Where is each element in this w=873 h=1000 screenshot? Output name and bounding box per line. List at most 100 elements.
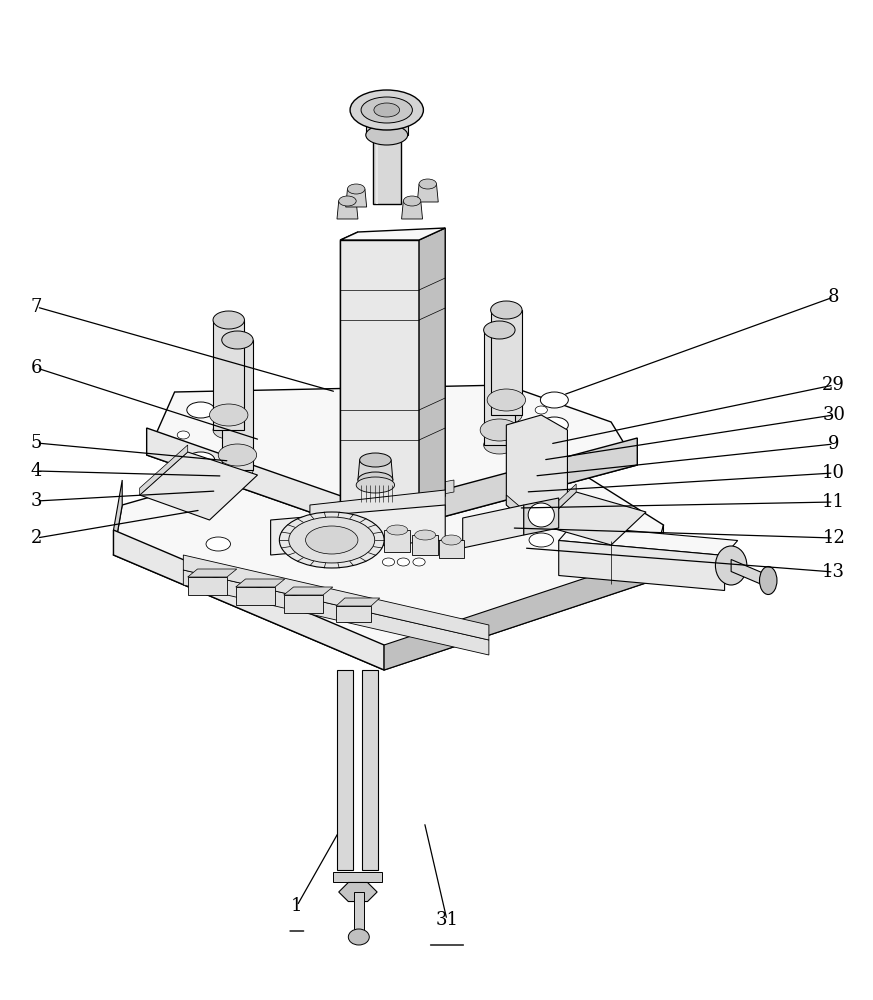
Text: 9: 9 [828,435,840,453]
Polygon shape [140,452,258,520]
Ellipse shape [491,301,522,319]
Polygon shape [559,540,725,590]
Polygon shape [188,577,227,595]
Polygon shape [337,201,358,219]
Polygon shape [362,670,378,870]
Ellipse shape [419,179,436,189]
Polygon shape [463,505,524,548]
Ellipse shape [529,533,553,547]
Ellipse shape [348,929,369,945]
Polygon shape [373,120,401,204]
Ellipse shape [356,477,395,493]
Text: 10: 10 [822,464,845,482]
Polygon shape [340,232,358,508]
Ellipse shape [484,321,515,339]
Polygon shape [113,480,122,555]
Polygon shape [346,189,367,207]
Ellipse shape [279,512,384,568]
Ellipse shape [339,196,356,206]
Ellipse shape [480,419,519,441]
Polygon shape [213,320,244,430]
Ellipse shape [374,103,400,117]
Polygon shape [354,892,364,935]
Polygon shape [731,560,766,586]
Text: 12: 12 [822,529,845,547]
Polygon shape [188,569,237,577]
Ellipse shape [442,535,461,545]
Polygon shape [384,525,663,670]
Polygon shape [336,606,371,622]
Polygon shape [559,525,738,556]
Polygon shape [323,480,454,517]
Ellipse shape [306,526,358,554]
Ellipse shape [512,483,536,497]
Polygon shape [183,555,489,640]
Polygon shape [340,228,445,240]
Polygon shape [412,535,438,555]
Ellipse shape [540,392,568,408]
Ellipse shape [222,461,253,479]
Text: 4: 4 [31,462,43,480]
Polygon shape [484,330,515,445]
Ellipse shape [535,406,547,414]
Ellipse shape [177,431,189,439]
Ellipse shape [222,331,253,349]
Polygon shape [439,540,464,558]
Polygon shape [506,495,524,520]
Polygon shape [375,438,637,535]
Ellipse shape [540,417,568,433]
Polygon shape [417,184,438,202]
Ellipse shape [715,546,747,585]
Polygon shape [541,492,646,545]
Ellipse shape [397,558,409,566]
Polygon shape [271,505,445,555]
Ellipse shape [213,311,244,329]
Ellipse shape [187,402,215,418]
Polygon shape [506,415,567,520]
Ellipse shape [289,517,375,563]
Ellipse shape [218,444,257,466]
Polygon shape [140,445,188,495]
Polygon shape [384,530,410,552]
Polygon shape [491,310,522,415]
Ellipse shape [366,125,408,145]
Polygon shape [183,570,489,655]
Ellipse shape [487,389,526,411]
Polygon shape [236,579,285,587]
Polygon shape [113,465,663,670]
Polygon shape [236,587,275,605]
Ellipse shape [361,97,412,123]
Text: 30: 30 [822,406,845,424]
Text: 1: 1 [291,897,303,915]
Text: 6: 6 [31,359,43,377]
Polygon shape [419,228,445,508]
Polygon shape [147,385,637,535]
Text: 13: 13 [822,563,845,581]
Polygon shape [284,587,333,595]
Ellipse shape [210,404,248,426]
Text: 5: 5 [31,434,43,452]
Polygon shape [336,598,380,606]
Polygon shape [333,872,382,882]
Ellipse shape [484,436,515,454]
Ellipse shape [413,558,425,566]
Polygon shape [524,498,559,535]
Polygon shape [339,882,377,902]
Ellipse shape [189,493,213,507]
Polygon shape [310,490,445,525]
Ellipse shape [360,453,391,467]
Ellipse shape [358,472,393,488]
Text: 29: 29 [822,376,845,394]
Polygon shape [541,484,576,525]
Polygon shape [337,670,353,870]
Polygon shape [147,428,375,535]
Polygon shape [222,340,253,470]
Ellipse shape [187,452,215,468]
Ellipse shape [491,406,522,424]
Ellipse shape [403,196,421,206]
Ellipse shape [760,566,777,594]
Polygon shape [366,120,408,135]
Polygon shape [284,595,323,613]
Text: 2: 2 [31,529,43,547]
Ellipse shape [382,558,395,566]
